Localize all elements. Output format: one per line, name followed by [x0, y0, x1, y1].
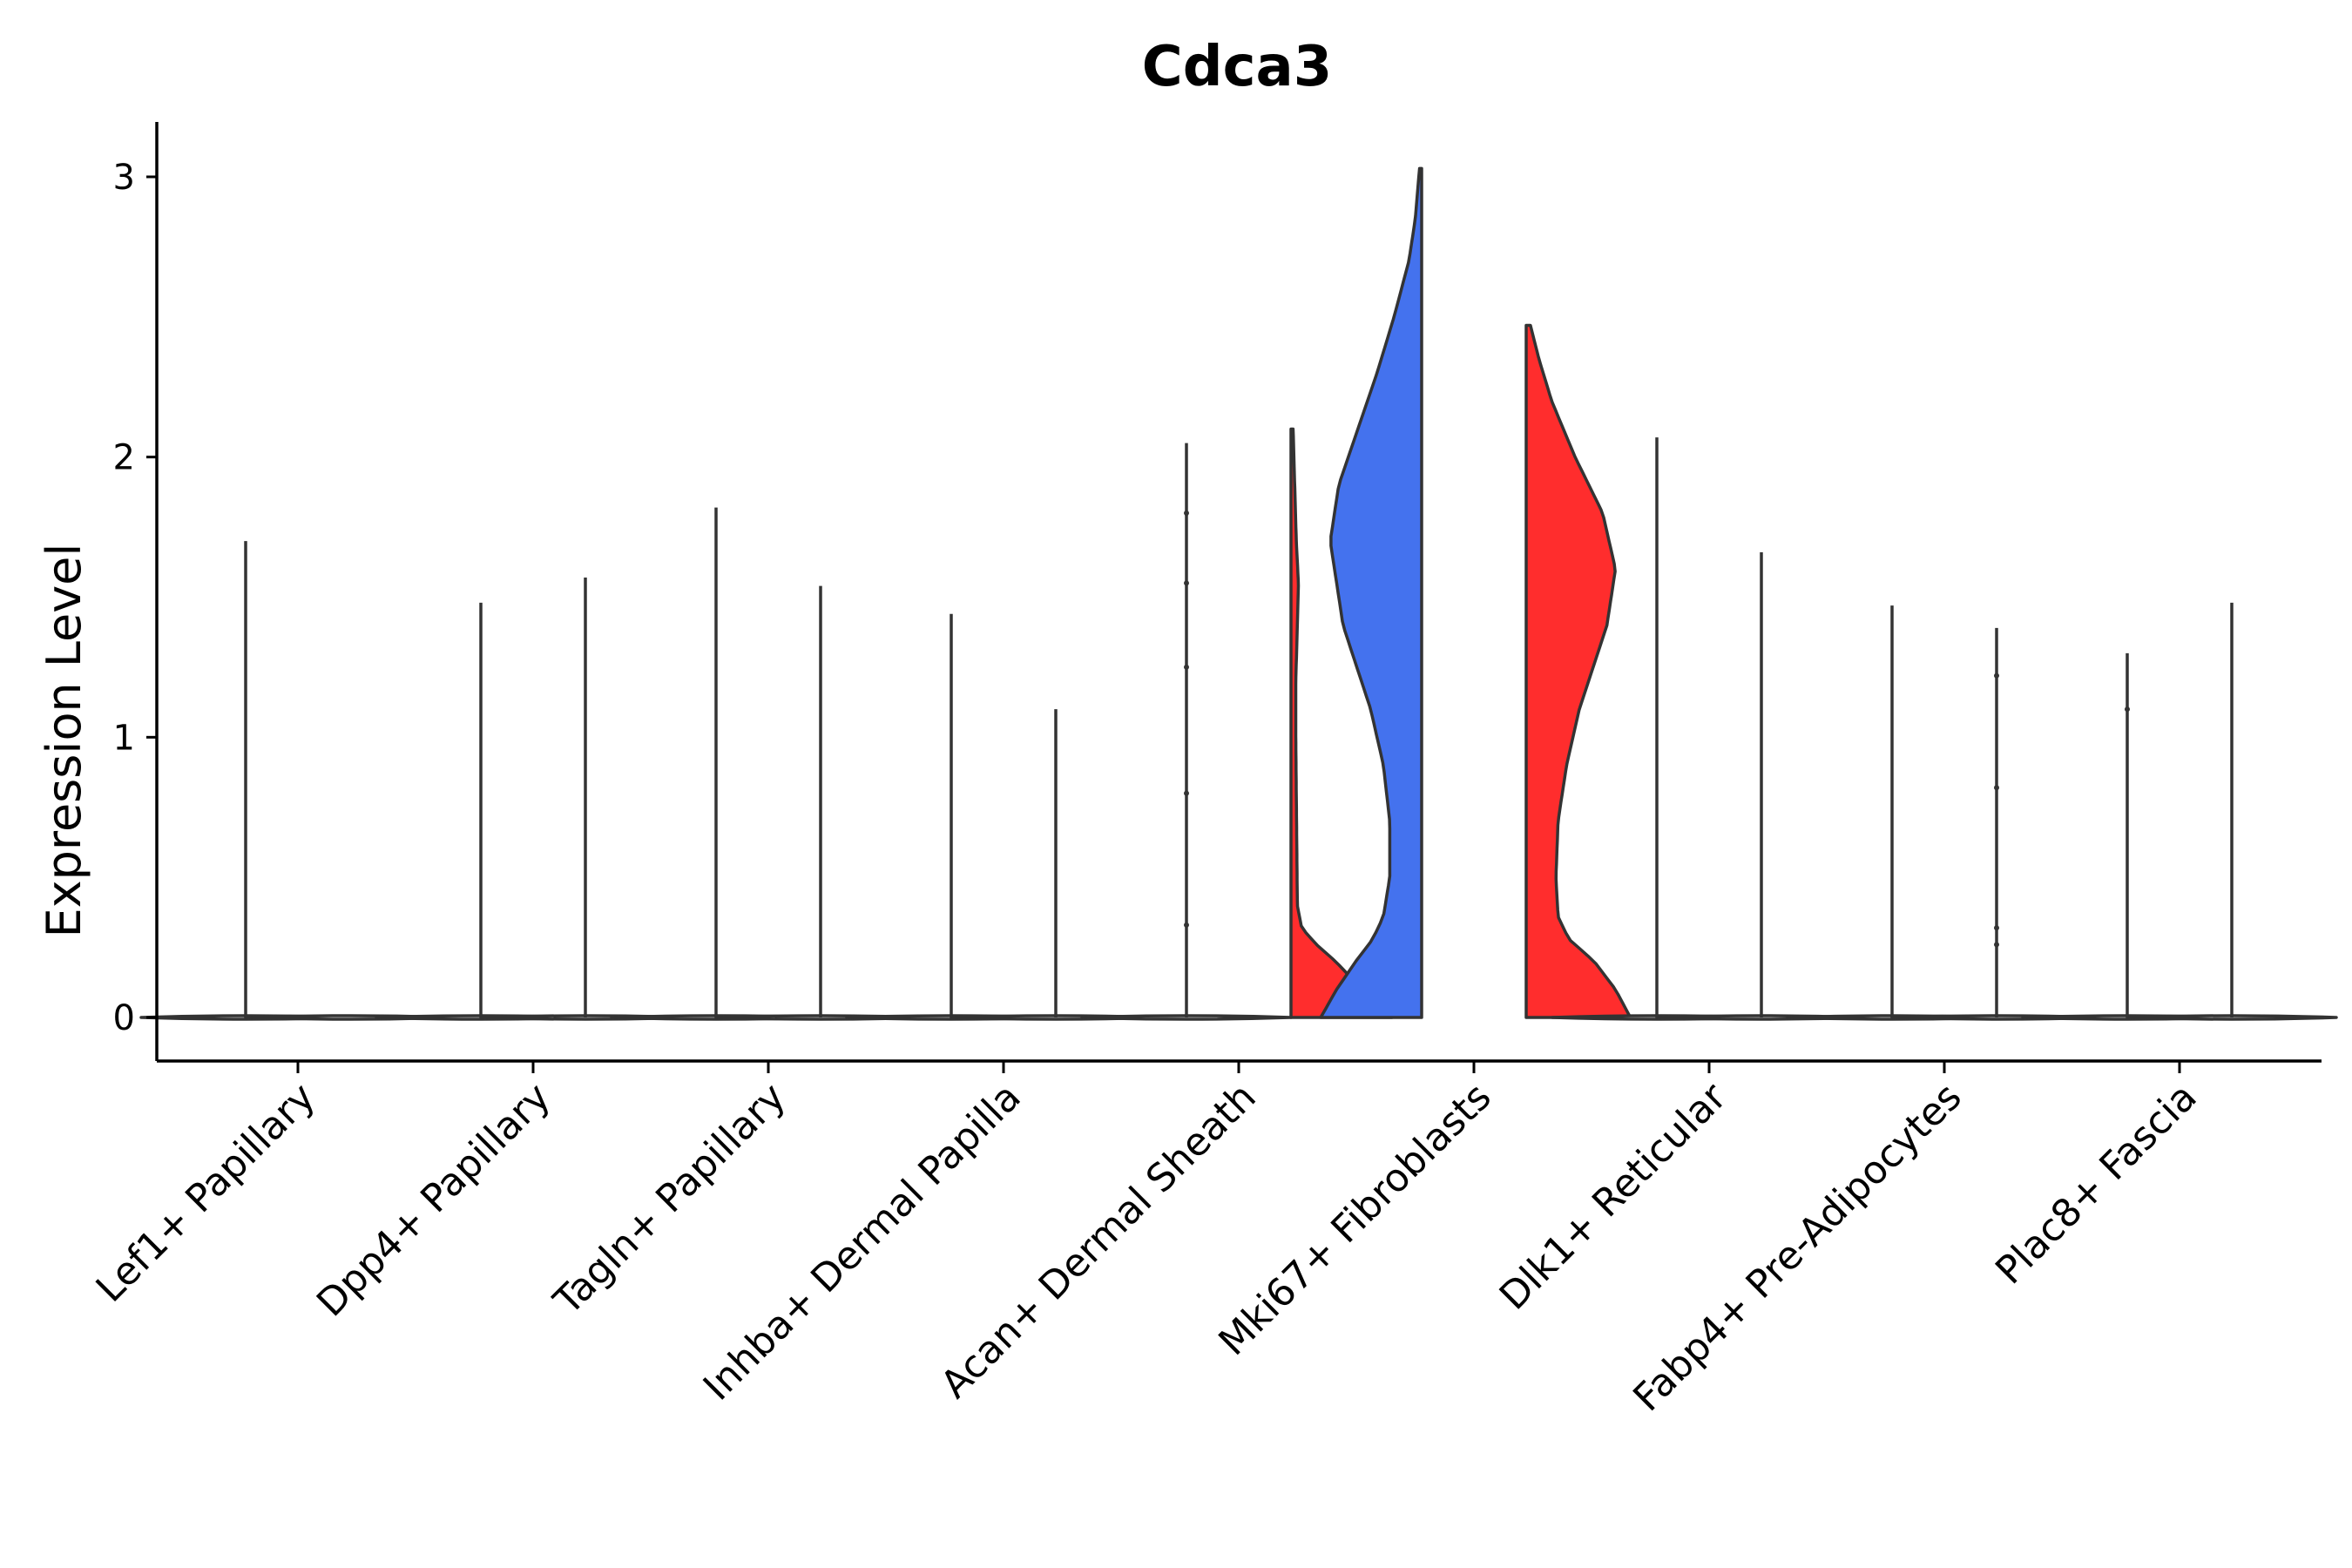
violin-group: [375, 577, 692, 1021]
violin-group: [1786, 605, 2103, 1021]
outlier-point: [1994, 925, 1999, 931]
x-tick-label: Lef1+ Papillary: [88, 1075, 324, 1311]
outlier-point: [1994, 672, 1999, 679]
violin-group: [2021, 602, 2338, 1021]
y-tick-label: 1: [113, 718, 135, 758]
x-tick-label: Tagln+ Papillary: [545, 1075, 794, 1324]
violin-group: [845, 613, 1162, 1021]
violin-group: [139, 541, 456, 1021]
outlier-point: [1184, 510, 1189, 516]
outlier-point: [1184, 664, 1189, 670]
outlier-point: [2125, 706, 2130, 713]
outlier-point: [1184, 580, 1189, 586]
violin-group: [1080, 427, 1394, 1021]
violin-group: [1319, 166, 1632, 1019]
y-tick-label: 0: [113, 998, 135, 1038]
violin-group: [610, 507, 927, 1021]
outlier-point: [1994, 942, 1999, 948]
y-axis-label: Expression Level: [37, 544, 91, 938]
plot-area: [139, 166, 2338, 1021]
outlier-point: [1994, 785, 1999, 791]
x-tick-label: Plac8+ Fascia: [1987, 1075, 2206, 1294]
x-tick-label: Mki67+ Fibroblasts: [1210, 1075, 1499, 1364]
chart-title: Cdca3: [1142, 35, 1332, 99]
violin-half-filled: [1319, 166, 1423, 1019]
x-tick-label: Dlk1+ Reticular: [1491, 1074, 1736, 1319]
outlier-point: [1184, 922, 1189, 928]
violin-half-filled: [1524, 323, 1632, 1019]
y-tick-label: 2: [113, 438, 135, 478]
y-tick-label: 3: [113, 158, 135, 198]
violin-half-filled: [1289, 427, 1394, 1019]
outlier-point: [1184, 790, 1189, 796]
x-tick-label: Dpp4+ Papillary: [308, 1075, 559, 1326]
